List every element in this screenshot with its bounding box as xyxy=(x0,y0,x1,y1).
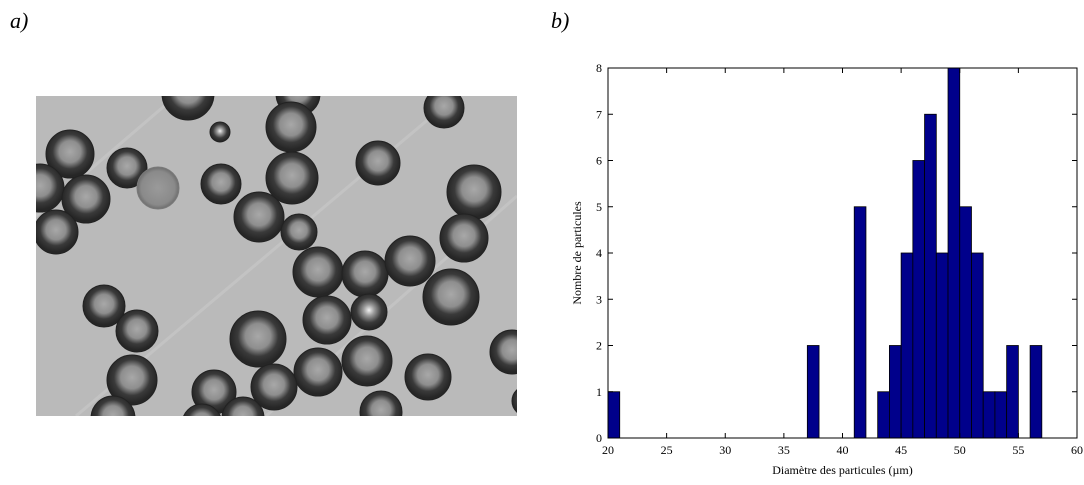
histogram-bar xyxy=(900,252,914,439)
histogram-bars xyxy=(607,67,1043,439)
histogram-bar xyxy=(888,345,902,439)
x-tick-label: 20 xyxy=(602,443,614,457)
x-tick-label: 40 xyxy=(837,443,849,457)
histogram-bar xyxy=(1029,345,1043,439)
x-tick-label: 45 xyxy=(895,443,907,457)
y-tick-label: 8 xyxy=(596,61,602,75)
droplet-micrograph xyxy=(36,96,517,416)
x-tick-label: 35 xyxy=(778,443,790,457)
x-ticks: 20 25 30 35 40 45 50 55 60 xyxy=(602,68,1083,457)
x-tick-label: 50 xyxy=(954,443,966,457)
histogram-bar xyxy=(607,391,621,439)
y-tick-label: 2 xyxy=(596,339,602,353)
histogram-bar xyxy=(971,252,984,439)
histogram-bar xyxy=(1006,345,1019,439)
panel-label-a: a) xyxy=(10,8,29,33)
histogram-bar xyxy=(924,113,937,439)
y-tick-label: 6 xyxy=(596,154,602,168)
histogram-bar xyxy=(994,391,1008,439)
y-tick-label: 4 xyxy=(596,246,602,260)
histogram-bar xyxy=(935,252,949,439)
x-tick-label: 55 xyxy=(1012,443,1024,457)
x-tick-label: 60 xyxy=(1071,443,1083,457)
histogram-bar xyxy=(853,206,867,439)
histogram-bar xyxy=(912,160,925,439)
x-axis-label: Diamètre des particules (µm) xyxy=(772,463,913,477)
histogram-bar xyxy=(806,345,820,439)
y-axis-label: Nombre de particules xyxy=(570,201,584,305)
x-tick-label: 25 xyxy=(661,443,673,457)
histogram-bar xyxy=(947,67,961,439)
y-tick-label: 0 xyxy=(596,431,602,445)
y-tick-label: 1 xyxy=(596,385,602,399)
y-tick-label: 3 xyxy=(596,292,602,306)
histogram-bar xyxy=(959,206,972,439)
y-tick-label: 7 xyxy=(596,107,602,121)
histogram-bar xyxy=(982,391,996,439)
x-tick-label: 30 xyxy=(719,443,731,457)
panel-label-b: b) xyxy=(551,8,570,33)
y-ticks: 0 1 2 3 4 5 6 7 8 xyxy=(596,61,1077,445)
histogram-bar xyxy=(877,391,890,439)
y-tick-label: 5 xyxy=(596,200,602,214)
